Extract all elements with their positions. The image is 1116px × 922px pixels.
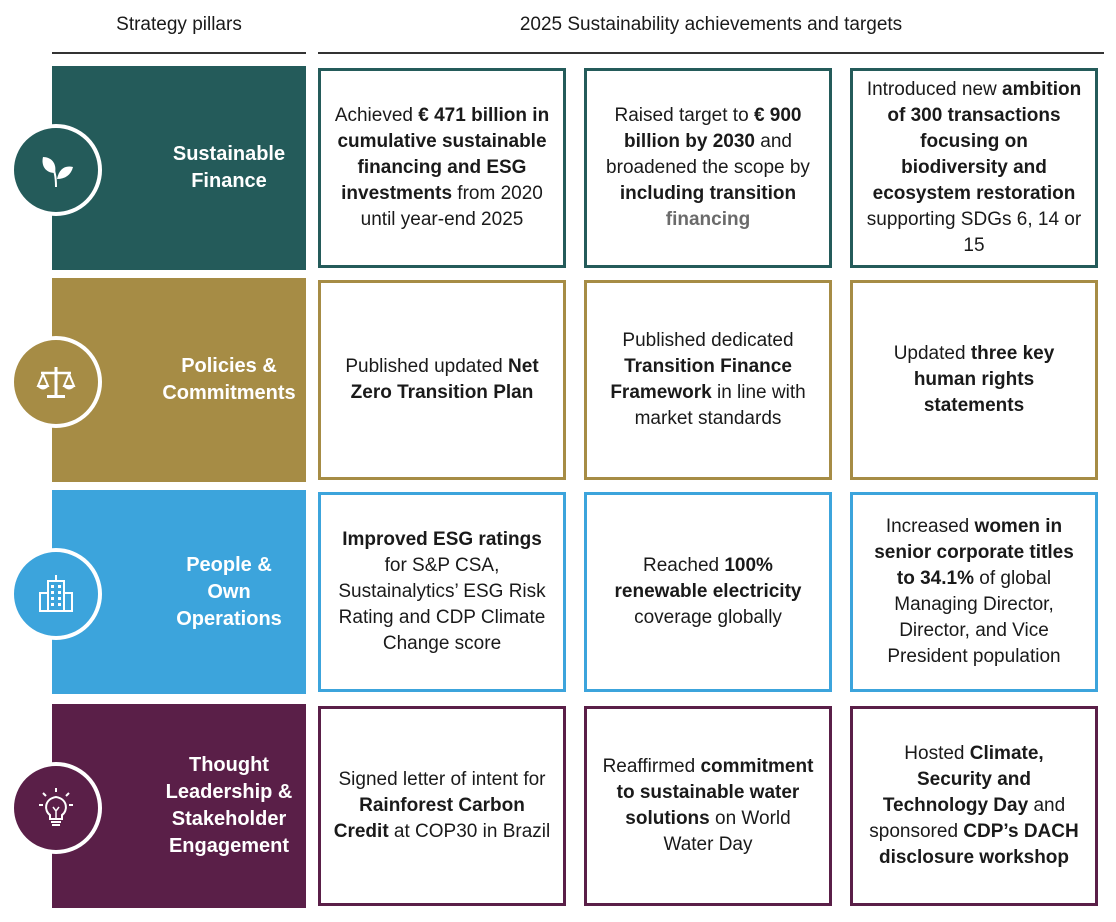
body-text: coverage globally	[634, 607, 782, 628]
achievement-card: Achieved € 471 billion in cumulative sus…	[318, 68, 566, 268]
highlight-text: Rainforest Carbon Credit	[333, 795, 525, 842]
achievement-card: Improved ESG ratings for S&P CSA, Sustai…	[318, 492, 566, 692]
body-text: Reached	[643, 555, 725, 576]
highlight-text: Improved ESG ratings	[342, 529, 542, 550]
highlight-text: ambition of 300 transactions focusing on…	[872, 79, 1082, 204]
highlight-text: € 900 billion by 2030	[624, 105, 802, 152]
highlight-text: Net Zero Transition Plan	[350, 356, 539, 403]
highlight-text: commitment to sustainable water solution…	[616, 756, 814, 829]
achievements-header: 2025 Sustainability achievements and tar…	[519, 14, 903, 35]
achievement-text: Signed letter of intent for Rainforest C…	[333, 767, 551, 845]
achievement-card: Updated three key human rights statement…	[850, 280, 1098, 480]
achievement-text: Raised target to € 900 billion by 2030 a…	[599, 103, 817, 233]
body-text: Achieved	[334, 105, 419, 126]
body-text: financing	[665, 209, 751, 230]
achievement-text: Introduced new ambition of 300 transacti…	[865, 77, 1083, 259]
achievement-text: Reaffirmed commitment to sustainable wat…	[599, 754, 817, 858]
pillar-label: Policies & Commitments	[162, 355, 296, 404]
lightbulb-icon	[10, 762, 102, 854]
achievement-card: Published dedicated Transition Finance F…	[584, 280, 832, 480]
highlight-text: women in senior corporate titles to 34.1…	[874, 516, 1074, 589]
highlight-text: three key human rights statements	[913, 343, 1055, 416]
achievement-text: Published updated Net Zero Transition Pl…	[333, 354, 551, 406]
body-text: Published dedicated	[622, 330, 794, 351]
achievement-card: Hosted Climate, Security and Technology …	[850, 706, 1098, 906]
leaf-icon	[10, 124, 102, 216]
highlight-text: € 471 billion in cumulative sustainable …	[337, 105, 550, 204]
achievement-card: Raised target to € 900 billion by 2030 a…	[584, 68, 832, 268]
body-text: and sponsored	[869, 795, 1066, 842]
pillar-people-operations: People & Own Operations	[52, 490, 306, 694]
achievement-text: Published dedicated Transition Finance F…	[599, 328, 817, 432]
body-text: Signed letter of intent for	[338, 769, 546, 790]
body-text: from 2020 until year-end 2025	[360, 183, 543, 230]
achievement-text: Reached 100% renewable electricity cover…	[599, 553, 817, 631]
achievement-card: Reaffirmed commitment to sustainable wat…	[584, 706, 832, 906]
body-text: Hosted	[904, 743, 970, 764]
body-text: at COP30 in Brazil	[388, 821, 551, 842]
body-text: and broadened the scope by	[606, 131, 810, 178]
body-text: on World Water Day	[663, 808, 791, 855]
body-text: Updated	[893, 343, 971, 364]
achievement-card: Increased women in senior corporate titl…	[850, 492, 1098, 692]
body-text: Raised target to	[614, 105, 754, 126]
achievement-text: Updated three key human rights statement…	[865, 341, 1083, 419]
highlight-text: Transition Finance Framework	[610, 356, 792, 403]
achievement-text: Improved ESG ratings for S&P CSA, Sustai…	[333, 527, 551, 657]
pillar-label: Thought Leadership & Stakeholder Engagem…	[165, 754, 293, 857]
scales-icon	[10, 336, 102, 428]
highlight-text: including transition	[619, 183, 797, 204]
highlight-text: CDP’s DACH disclosure workshop	[878, 821, 1079, 868]
body-text: supporting SDGs 6, 14 or 15	[866, 209, 1082, 256]
achievement-card: Reached 100% renewable electricity cover…	[584, 492, 832, 692]
body-text: Introduced new	[866, 79, 1003, 100]
achievement-text: Increased women in senior corporate titl…	[865, 514, 1083, 670]
achievement-card: Signed letter of intent for Rainforest C…	[318, 706, 566, 906]
strategy-pillars-header: Strategy pillars	[116, 14, 242, 35]
pillar-label: People & Own Operations	[176, 553, 282, 630]
body-text: Increased	[885, 516, 975, 537]
body-text: for S&P CSA, Sustainalytics’ ESG Risk Ra…	[338, 555, 546, 654]
achievement-card: Published updated Net Zero Transition Pl…	[318, 280, 566, 480]
body-text: in line with market standards	[634, 382, 806, 429]
body-text: Published updated	[345, 356, 509, 377]
right-header-rule	[318, 52, 1104, 54]
body-text: Reaffirmed	[602, 756, 701, 777]
pillar-label: Sustainable Finance	[172, 143, 286, 192]
achievement-card: Introduced new ambition of 300 transacti…	[850, 68, 1098, 268]
achievement-text: Achieved € 471 billion in cumulative sus…	[333, 103, 551, 233]
achievement-text: Hosted Climate, Security and Technology …	[865, 741, 1083, 871]
highlight-text: 100% renewable electricity	[614, 555, 802, 602]
highlight-text: Climate, Security and Technology Day	[882, 743, 1044, 816]
left-header-rule	[52, 52, 306, 54]
building-icon	[10, 548, 102, 640]
body-text: of global Managing Director, Director, a…	[887, 568, 1061, 667]
